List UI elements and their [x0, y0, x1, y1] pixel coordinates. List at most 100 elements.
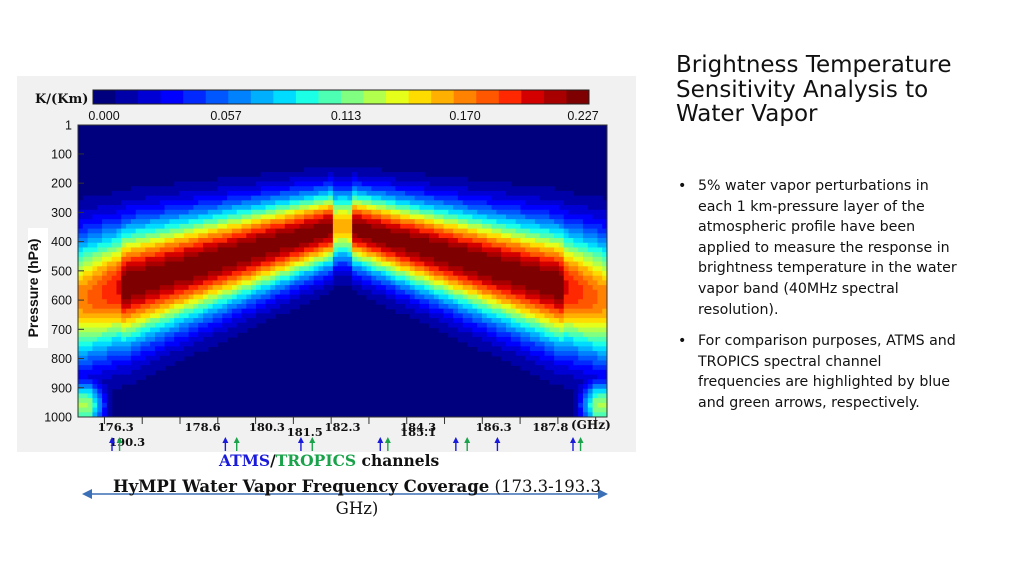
heatmap-cell — [385, 219, 392, 225]
heatmap-cell — [448, 294, 454, 300]
heatmap-cell — [352, 219, 358, 225]
heatmap-cell — [568, 214, 574, 220]
heatmap-cell — [481, 318, 488, 324]
heatmap-cell — [255, 294, 262, 300]
heatmap-cell — [102, 388, 108, 395]
heatmap-cell — [332, 261, 339, 267]
heatmap-cell — [409, 186, 416, 192]
heatmap-cell — [587, 233, 594, 239]
heatmap-cell — [183, 285, 190, 291]
heatmap-cell — [251, 322, 257, 329]
heatmap-cell — [510, 355, 517, 362]
heatmap-cell — [539, 374, 546, 380]
heatmap-cell — [462, 252, 469, 258]
heatmap-cell — [87, 219, 94, 225]
heatmap-cell — [313, 261, 320, 267]
heatmap-cell — [342, 256, 348, 263]
heatmap-cell — [400, 190, 406, 197]
colorbar-frame — [92, 89, 590, 105]
heatmap-cell — [534, 190, 541, 197]
heatmap-cell — [376, 294, 382, 300]
heatmap-cell — [409, 242, 416, 249]
heatmap-cell — [231, 233, 238, 239]
heatmap-cell — [92, 271, 98, 277]
heatmap-cell — [313, 172, 320, 178]
heatmap-cell — [361, 256, 368, 263]
heatmap-cell — [568, 384, 574, 390]
heatmap-cell — [587, 412, 594, 417]
heatmap-cell — [467, 294, 473, 300]
heatmap-cell — [193, 233, 199, 239]
heatmap-cell — [270, 214, 276, 220]
heatmap-cell — [501, 195, 507, 201]
heatmap-cell — [366, 172, 372, 178]
heatmap-cell — [203, 228, 209, 234]
heatmap-cell — [530, 313, 536, 319]
heatmap-cell — [510, 322, 517, 329]
heatmap-cell — [78, 252, 84, 258]
heatmap-cell — [121, 285, 127, 291]
heatmap-cell — [299, 252, 305, 258]
heatmap-cell — [366, 238, 372, 244]
heatmap-cell — [270, 308, 276, 314]
heatmap-cell — [78, 412, 84, 417]
y-tick-label: 600 — [51, 294, 72, 308]
heatmap-cell — [159, 261, 166, 267]
heatmap-cell — [284, 209, 291, 216]
heatmap-cell — [227, 327, 233, 333]
heatmap-cell — [573, 261, 579, 267]
heatmap-cell — [520, 303, 526, 310]
heatmap-cell — [164, 308, 170, 314]
heatmap-cell — [481, 271, 488, 277]
heatmap-cell — [486, 336, 493, 343]
heatmap-cell — [318, 181, 324, 187]
heatmap-cell — [265, 252, 271, 258]
heatmap-cell — [154, 238, 161, 244]
heatmap-cell — [376, 252, 382, 258]
heatmap-cell — [323, 256, 329, 263]
heatmap-cell — [414, 308, 421, 314]
heatmap-cell — [433, 322, 440, 329]
heatmap-cell — [318, 219, 324, 225]
heatmap-cell — [275, 181, 281, 187]
heatmap-cell — [241, 322, 247, 329]
heatmap-cell — [472, 233, 478, 239]
heatmap-cell — [544, 205, 550, 211]
heatmap-cell — [227, 289, 233, 296]
heatmap-cell — [356, 223, 363, 230]
heatmap-cell — [390, 285, 396, 291]
heatmap-cell — [130, 285, 137, 291]
heatmap-cell — [236, 303, 243, 310]
heatmap-cell — [568, 195, 574, 201]
heatmap-cell — [400, 285, 406, 291]
heatmap-cell — [294, 294, 300, 300]
heatmap-cell — [255, 195, 262, 201]
heatmap-cell — [602, 275, 607, 282]
heatmap-cell — [510, 318, 517, 324]
heatmap-cell — [178, 327, 185, 333]
heatmap-cell — [198, 214, 204, 220]
heatmap-cell — [582, 209, 589, 216]
heatmap-cell — [241, 247, 247, 253]
heatmap-cell — [549, 308, 555, 314]
heatmap-cell — [313, 181, 320, 187]
heatmap-cell — [299, 176, 305, 183]
heatmap-cell — [294, 271, 300, 277]
heatmap-cell — [496, 318, 502, 324]
heatmap-cell — [558, 228, 565, 234]
heatmap-cell — [462, 266, 469, 272]
heatmap-cell — [332, 280, 339, 286]
heatmap-cell — [376, 167, 382, 173]
heatmap-cell — [332, 172, 339, 178]
heatmap-cell — [506, 190, 512, 197]
heatmap-cell — [443, 186, 449, 192]
heatmap-cell — [78, 285, 84, 291]
heatmap-cell — [270, 186, 276, 192]
heatmap-cell — [164, 209, 170, 216]
heatmap-cell — [231, 195, 238, 201]
heatmap-cell — [481, 261, 488, 267]
heatmap-cell — [457, 200, 464, 206]
heatmap-cell — [193, 219, 199, 225]
heatmap-cell — [212, 238, 219, 244]
heatmap-cell — [414, 205, 421, 211]
